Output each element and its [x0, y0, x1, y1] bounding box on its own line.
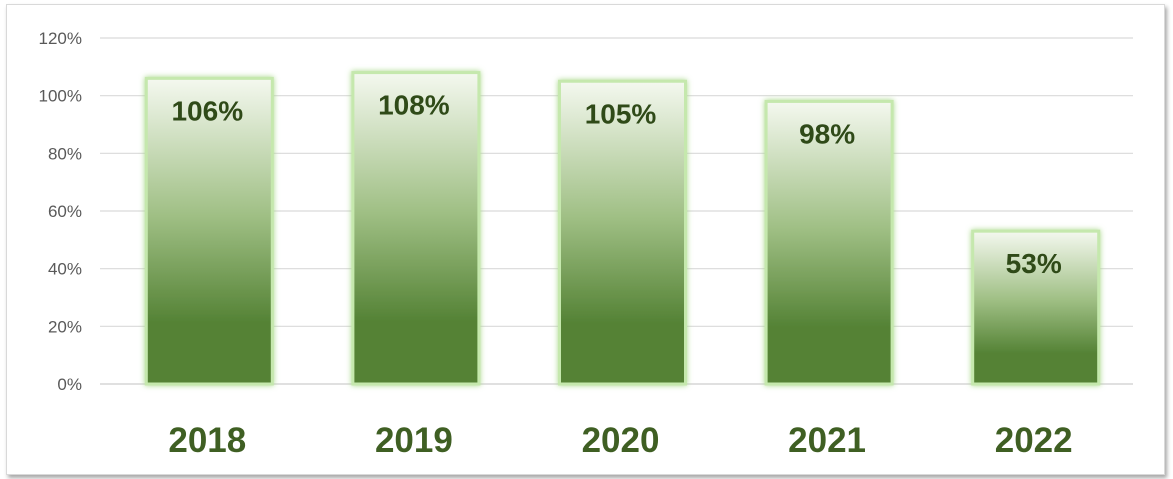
bar-2022: [971, 229, 1101, 386]
bar-2021: [764, 99, 894, 386]
category-label-2021: 2021: [788, 421, 866, 460]
data-label-2019: 108%: [378, 90, 450, 121]
data-label-2022: 53%: [1006, 248, 1062, 279]
x-axis-category-labels: 2018 2019 2020 2021 2022: [168, 421, 1072, 460]
y-tick-label: 60%: [48, 202, 82, 221]
data-label-2021: 98%: [799, 118, 855, 149]
data-label-2020: 105%: [585, 98, 657, 129]
bars: [144, 71, 1101, 386]
y-tick-label: 20%: [48, 317, 82, 336]
data-labels: 106% 108% 105% 98% 53%: [171, 90, 1061, 280]
y-tick-label: 100%: [39, 87, 82, 106]
data-label-2018: 106%: [171, 95, 243, 126]
category-label-2022: 2022: [995, 421, 1073, 460]
y-tick-label: 80%: [48, 144, 82, 163]
y-tick-label: 0%: [57, 375, 82, 394]
y-tick-label: 40%: [48, 260, 82, 279]
y-tick-label: 120%: [39, 29, 82, 48]
category-label-2018: 2018: [168, 421, 246, 460]
bar-2019: [351, 71, 481, 386]
y-axis-tick-labels: 0% 20% 40% 60% 80% 100% 120%: [39, 29, 82, 394]
category-label-2020: 2020: [582, 421, 660, 460]
bar-2020: [558, 79, 687, 386]
category-label-2019: 2019: [375, 421, 453, 460]
bar-2018: [144, 76, 274, 386]
